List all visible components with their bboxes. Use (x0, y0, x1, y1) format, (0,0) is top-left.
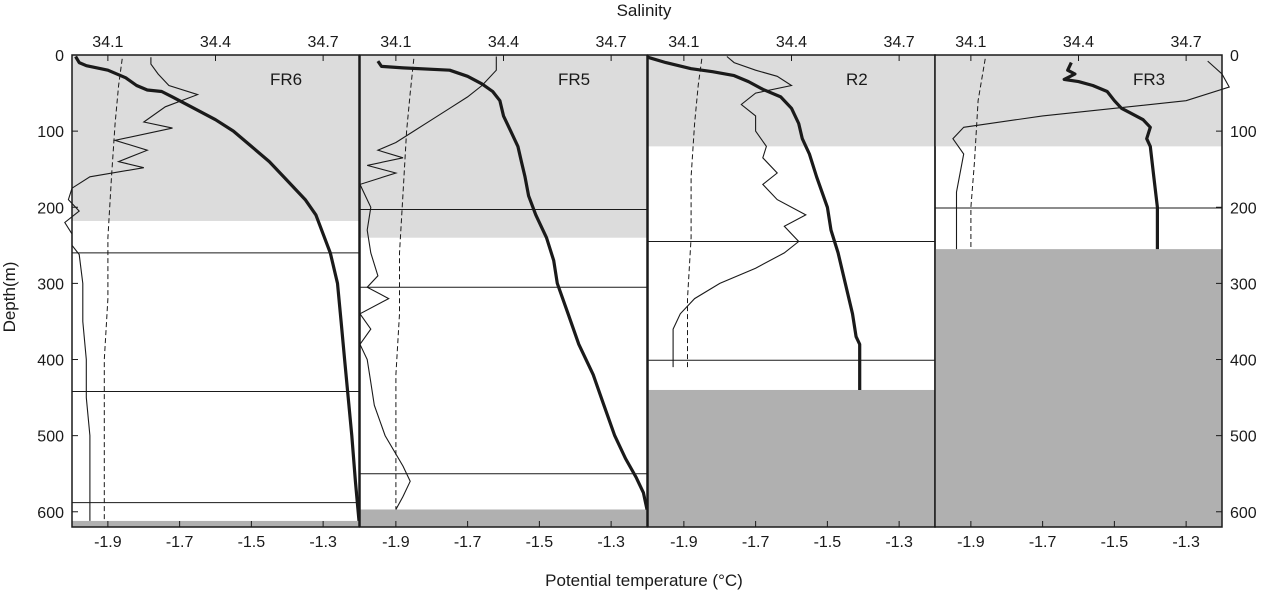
temperature-profile-line (647, 55, 862, 390)
depth-tick-label-right: 100 (1230, 124, 1257, 141)
temperature-tick-label: -1.7 (742, 534, 770, 551)
freezing-point-line (395, 58, 415, 510)
seabed-shade (935, 249, 1222, 527)
depth-tick-label-right: 600 (1230, 505, 1257, 522)
salinity-profile-line (672, 56, 807, 368)
temperature-tick-label: -1.3 (885, 534, 913, 551)
temperature-tick-label: -1.9 (94, 534, 122, 551)
salinity-tick-label: 34.4 (776, 34, 807, 51)
freezing-point-line (970, 58, 986, 250)
temperature-tick-label: -1.3 (1172, 534, 1200, 551)
temperature-tick-label: -1.7 (1029, 534, 1057, 551)
temperature-tick-label: -1.3 (309, 534, 337, 551)
salinity-profile-line (952, 60, 1231, 250)
salinity-tick-label: 34.4 (1063, 34, 1094, 51)
panels-layer: FR6 FR5 R2 FR3 (64, 54, 1231, 528)
temperature-tick-label: -1.5 (526, 534, 554, 551)
temperature-tick-label: -1.7 (166, 534, 194, 551)
depth-axis-title: Depth(m) (0, 262, 19, 333)
depth-tick-label-right: 300 (1230, 276, 1257, 293)
seabed-shade (360, 509, 647, 527)
temperature-tick-label: -1.9 (382, 534, 410, 551)
depth-tick-label-left: 300 (37, 276, 64, 293)
depth-tick-label-left: 200 (37, 200, 64, 217)
salinity-tick-label: 34.1 (955, 34, 986, 51)
salinity-tick-label: 34.1 (668, 34, 699, 51)
salinity-tick-label: 34.7 (884, 34, 915, 51)
temperature-tick-label: -1.9 (957, 534, 985, 551)
station-label: FR5 (558, 70, 590, 89)
temperature-profile-line (376, 60, 649, 510)
temperature-axis-title: Potential temperature (°C) (545, 571, 743, 590)
salinity-tick-label: 34.4 (488, 34, 519, 51)
station-label: FR6 (270, 70, 302, 89)
depth-tick-label-right: 0 (1230, 48, 1239, 65)
panel-fr6: FR6 (64, 54, 361, 528)
seabed-shade (72, 520, 359, 527)
panel-fr3: FR3 (934, 54, 1231, 528)
temperature-tick-label: -1.5 (814, 534, 842, 551)
surface-layer-shade (72, 55, 359, 221)
seabed-shade (648, 389, 935, 527)
panel-r2: R2 (647, 54, 936, 528)
temperature-tick-label: -1.5 (1101, 534, 1129, 551)
salinity-axis-title: Salinity (617, 1, 672, 20)
salinity-profile-line (359, 56, 497, 510)
depth-tick-label-right: 500 (1230, 429, 1257, 446)
depth-tick-label-left: 500 (37, 429, 64, 446)
temperature-profile-line (1062, 61, 1160, 250)
salinity-tick-label: 34.7 (308, 34, 339, 51)
depth-tick-label-left: 0 (55, 48, 64, 65)
station-label: FR3 (1133, 70, 1165, 89)
salinity-tick-label: 34.7 (1171, 34, 1202, 51)
salinity-tick-label: 34.1 (92, 34, 123, 51)
temperature-tick-label: -1.5 (238, 534, 266, 551)
surface-layer-shade (360, 55, 647, 238)
temperature-tick-label: -1.3 (597, 534, 625, 551)
depth-tick-label-left: 600 (37, 505, 64, 522)
ticks-layer: -1.9 -1.7 -1.5 -1.3 34.1 34.4 34.7 -1.9 -1.7 -1.5… (37, 34, 1257, 551)
panel-fr5: FR5 (359, 54, 649, 528)
depth-tick-label-left: 400 (37, 353, 64, 370)
depth-tick-label-left: 100 (37, 124, 64, 141)
station-label: R2 (846, 70, 868, 89)
temperature-tick-label: -1.9 (670, 534, 698, 551)
freezing-point-line (687, 58, 703, 368)
salinity-tick-label: 34.7 (596, 34, 627, 51)
depth-tick-label-right: 400 (1230, 353, 1257, 370)
freezing-point-line (103, 58, 123, 521)
temperature-profile-line (74, 55, 361, 522)
salinity-tick-label: 34.4 (200, 34, 231, 51)
depth-tick-label-right: 200 (1230, 200, 1257, 217)
temperature-tick-label: -1.7 (454, 534, 482, 551)
salinity-tick-label: 34.1 (380, 34, 411, 51)
